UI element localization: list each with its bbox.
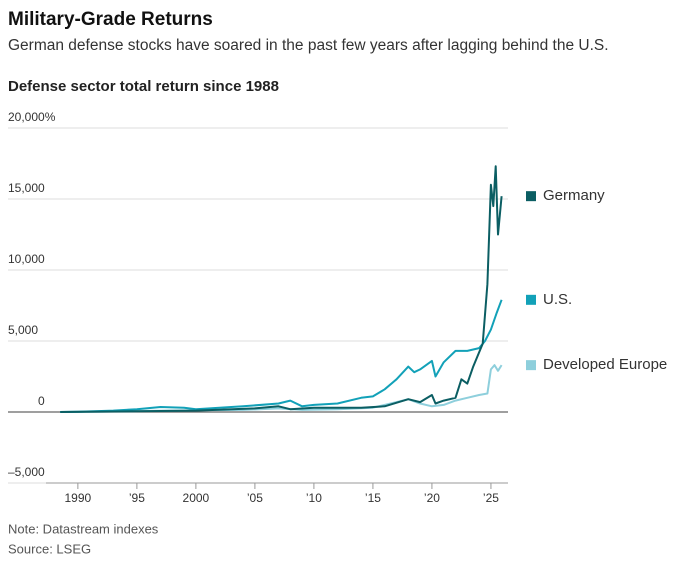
y-tick-label: 5,000 (8, 323, 38, 337)
title: Military-Grade Returns (8, 9, 213, 30)
x-tick-label: ’25 (483, 491, 499, 505)
legend-swatch (526, 360, 536, 371)
x-tick-label: ’10 (306, 491, 322, 505)
x-tick-label: 2000 (183, 491, 210, 505)
x-tick-label: ’15 (365, 491, 381, 505)
x-tick-label: ’95 (129, 491, 145, 505)
subtitle: German defense stocks have soared in the… (8, 37, 609, 54)
legend-label: U.S. (543, 291, 572, 308)
y-tick-label: 20,000% (8, 110, 56, 124)
y-tick-label: 15,000 (8, 181, 45, 195)
legend-label: Germany (543, 187, 605, 204)
y-tick-label: –5,000 (8, 465, 45, 479)
chart-heading: Defense sector total return since 1988 (8, 78, 279, 95)
series-line (60, 299, 503, 413)
x-tick-label: ’05 (247, 491, 263, 505)
source: Source: LSEG (8, 541, 91, 556)
legend-swatch (526, 294, 536, 305)
y-tick-label: 0 (38, 394, 45, 408)
legend-label: Developed Europe (543, 356, 667, 373)
note: Note: Datastream indexes (8, 521, 159, 536)
series-line (60, 165, 503, 413)
x-tick-label: 1990 (65, 491, 92, 505)
x-tick-label: ’20 (424, 491, 440, 505)
legend-swatch (526, 191, 536, 202)
y-tick-label: 10,000 (8, 252, 45, 266)
